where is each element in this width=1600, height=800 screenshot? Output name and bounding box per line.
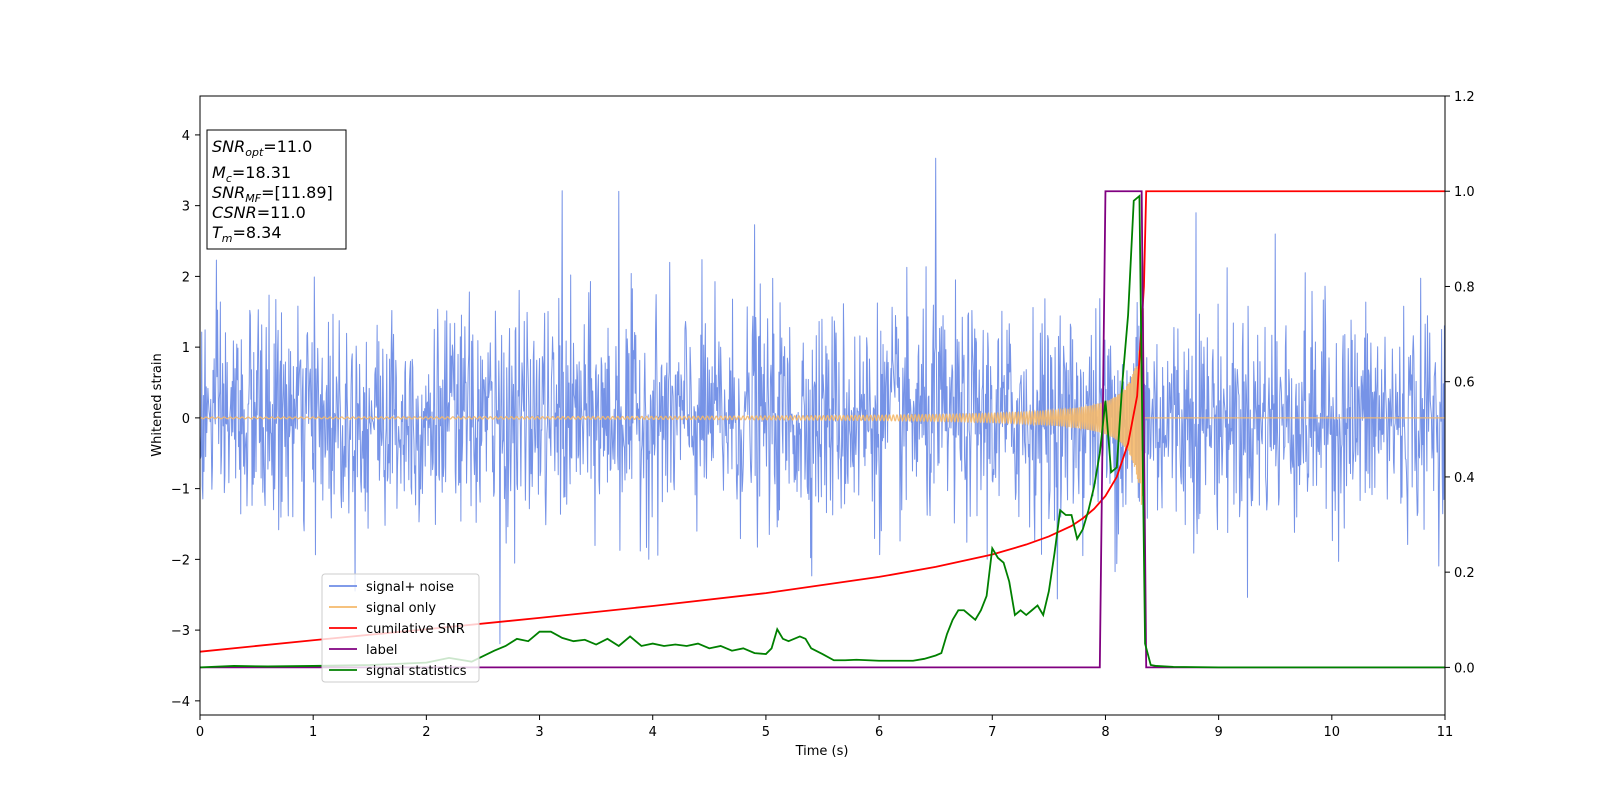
series-line-signal-noise	[200, 157, 1445, 645]
y-tick-label: 1	[182, 341, 190, 356]
y2-tick-label: 1.0	[1454, 185, 1475, 200]
info-snr-opt: SNRopt=11.0	[212, 137, 312, 159]
legend-label-signal-noise: signal+ noise	[366, 580, 454, 595]
legend-label-label: label	[366, 643, 397, 658]
info-box: SNRopt=11.0 Mc=18.31 SNRMF=[11.89] CSNR=…	[206, 129, 347, 250]
y-axis-right: 0.0 0.2 0.4 0.6 0.8 1.0 1.2	[1445, 90, 1475, 676]
info-csnr: CSNR=11.0	[212, 203, 306, 222]
legend-label-signal-only: signal only	[366, 601, 436, 616]
x-axis-label: Time (s)	[795, 744, 849, 759]
x-tick-label: 6	[875, 725, 883, 740]
y2-tick-label: 0.4	[1454, 471, 1475, 486]
series-line-signal-statistics	[200, 194, 1445, 669]
legend-label-signal-statistics: signal statistics	[366, 664, 467, 679]
y-tick-label: −3	[171, 624, 190, 639]
info-mc: Mc=18.31	[212, 163, 291, 185]
series-line-signal-only	[200, 308, 1445, 516]
y-tick-label: 0	[182, 412, 190, 427]
y2-tick-label: 0.0	[1454, 661, 1475, 676]
x-tick-label: 9	[1214, 725, 1222, 740]
y-tick-label: 2	[182, 270, 190, 285]
x-tick-label: 0	[196, 725, 204, 740]
y2-tick-label: 0.2	[1454, 566, 1475, 581]
x-tick-label: 4	[649, 725, 657, 740]
legend-frame	[321, 573, 480, 683]
info-box-frame	[206, 129, 347, 250]
x-tick-label: 1	[309, 725, 317, 740]
y2-tick-label: 0.8	[1454, 280, 1475, 295]
x-tick-label: 3	[535, 725, 543, 740]
y-tick-label: −4	[171, 695, 190, 710]
y-axis-left: −4 −3 −2 −1 0 1 2 3 4	[171, 129, 200, 710]
x-axis: 0 1 2 3 4 5 6 7 8 9 10 11	[196, 715, 1453, 740]
x-tick-label: 5	[762, 725, 770, 740]
x-tick-label: 11	[1437, 725, 1454, 740]
plot-frame	[199, 95, 1446, 716]
x-tick-label: 8	[1101, 725, 1109, 740]
series-line-cumulative-snr	[200, 190, 1445, 653]
y-axis-label: Whitened strain	[150, 353, 165, 456]
x-tick-label: 2	[422, 725, 430, 740]
y-tick-label: −1	[171, 483, 190, 498]
legend-label-cumulative-snr: cumilative SNR	[366, 622, 465, 637]
y2-tick-label: 0.6	[1454, 376, 1475, 391]
y2-tick-label: 1.2	[1454, 90, 1475, 105]
info-snr-mf: SNRMF=[11.89]	[212, 183, 333, 205]
x-tick-label: 7	[988, 725, 996, 740]
y-tick-label: −2	[171, 553, 190, 568]
y-tick-label: 3	[182, 200, 190, 215]
plot-area	[200, 157, 1445, 669]
y-tick-label: 4	[182, 129, 190, 144]
x-tick-label: 10	[1324, 725, 1341, 740]
legend: signal+ noise signal only cumilative SNR…	[321, 573, 480, 683]
info-tm: Tm=8.34	[212, 223, 282, 245]
